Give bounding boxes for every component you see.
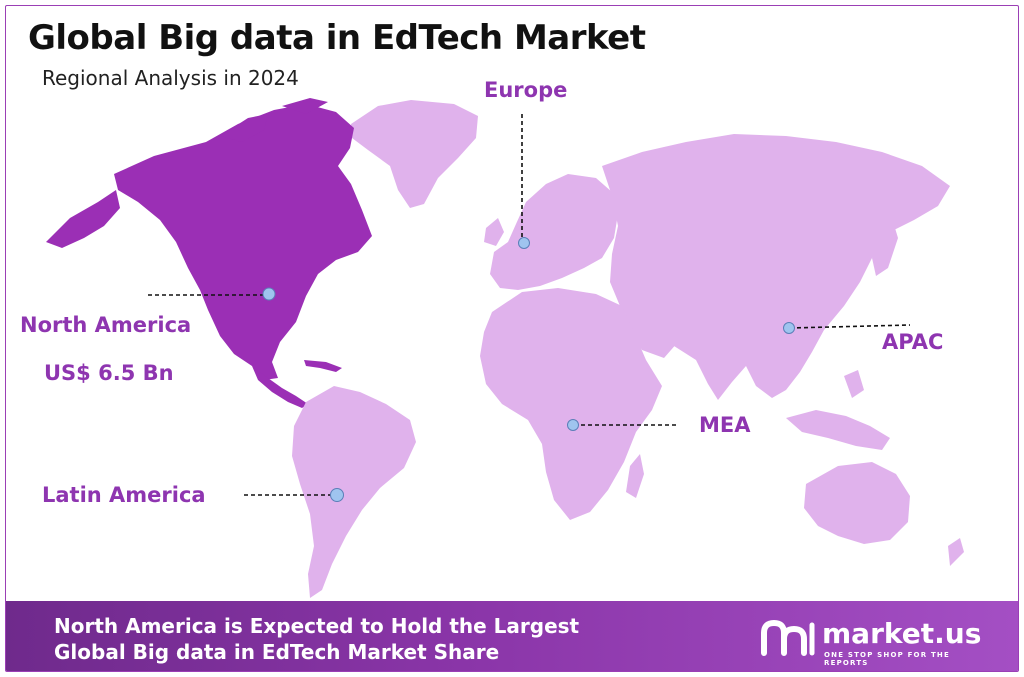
world-map xyxy=(46,98,964,598)
asia-landmass xyxy=(602,134,950,400)
europe-landmass xyxy=(490,174,618,290)
brand-logo: market.us ONE STOP SHOP FOR THE REPORTS xyxy=(758,615,998,667)
mea-marker xyxy=(567,419,579,431)
north-america-landmass xyxy=(114,104,372,380)
apac-leader-line xyxy=(789,324,911,329)
new-zealand-landmass xyxy=(948,538,964,566)
caribbean-islands xyxy=(304,360,342,372)
africa-landmass xyxy=(480,288,662,520)
page-title: Global Big data in EdTech Market xyxy=(28,18,646,58)
central-america-landmass xyxy=(252,366,308,408)
australia-landmass xyxy=(804,462,910,544)
madagascar-landmass xyxy=(626,454,644,498)
region-label-mea: MEA xyxy=(699,413,751,437)
region-label-north-america: North America xyxy=(20,313,192,337)
greenland-landmass xyxy=(351,100,478,208)
footer-line-1: North America is Expected to Hold the La… xyxy=(54,614,580,638)
footer-banner: North America is Expected to Hold the La… xyxy=(6,601,1018,671)
canada-islands xyxy=(220,98,328,142)
brand-tagline: ONE STOP SHOP FOR THE REPORTS xyxy=(824,651,950,667)
japan-islands xyxy=(872,218,898,276)
alaska-landmass xyxy=(46,190,120,248)
southeast-asia-islands xyxy=(786,370,890,450)
apac-marker xyxy=(783,322,795,334)
south-america-landmass xyxy=(292,386,416,598)
latin-america-marker xyxy=(330,488,344,502)
market-us-logo-icon xyxy=(761,619,815,656)
region-label-latin-america: Latin America xyxy=(42,483,206,507)
region-label-europe: Europe xyxy=(484,78,568,102)
page-subtitle: Regional Analysis in 2024 xyxy=(42,66,299,90)
british-isles xyxy=(484,218,504,246)
region-label-apac: APAC xyxy=(882,330,944,354)
north-america-marker xyxy=(262,287,276,301)
europe-marker xyxy=(518,237,530,249)
infographic-frame: Global Big data in EdTech Market Regiona… xyxy=(5,5,1019,672)
footer-line-2: Global Big data in EdTech Market Share xyxy=(54,640,500,664)
footer-statement: North America is Expected to Hold the La… xyxy=(54,613,579,665)
arabian-peninsula xyxy=(624,302,678,358)
region-value-north-america: US$ 6.5 Bn xyxy=(44,361,174,385)
brand-name: market.us xyxy=(822,617,982,650)
